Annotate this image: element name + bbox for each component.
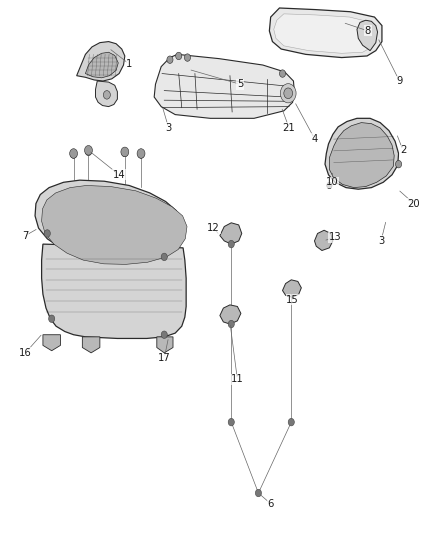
Text: 16: 16 [19, 348, 32, 358]
Circle shape [137, 149, 145, 158]
Polygon shape [42, 185, 187, 264]
Text: 5: 5 [237, 79, 243, 89]
Circle shape [228, 240, 234, 248]
Circle shape [228, 320, 234, 328]
Circle shape [284, 88, 293, 99]
Polygon shape [43, 335, 60, 351]
Circle shape [103, 91, 110, 99]
Circle shape [44, 230, 50, 237]
Circle shape [121, 147, 129, 157]
Polygon shape [82, 337, 100, 353]
Polygon shape [35, 180, 180, 259]
Polygon shape [77, 42, 125, 81]
Polygon shape [269, 8, 382, 58]
Circle shape [161, 331, 167, 338]
Text: 20: 20 [408, 199, 420, 208]
Polygon shape [154, 54, 294, 118]
Text: 13: 13 [329, 232, 341, 242]
Text: 11: 11 [231, 375, 244, 384]
Circle shape [85, 146, 92, 155]
Text: 3: 3 [166, 123, 172, 133]
Polygon shape [95, 81, 117, 107]
Polygon shape [220, 305, 241, 324]
Polygon shape [329, 123, 394, 188]
Polygon shape [283, 280, 301, 297]
Text: 21: 21 [283, 123, 296, 133]
Circle shape [70, 149, 78, 158]
Polygon shape [325, 118, 399, 189]
Text: 4: 4 [311, 134, 318, 143]
Text: 10: 10 [326, 177, 338, 187]
Text: 1: 1 [126, 59, 132, 69]
Circle shape [49, 315, 55, 322]
Text: 3: 3 [378, 236, 384, 246]
Circle shape [255, 489, 261, 497]
Text: 8: 8 [365, 26, 371, 36]
Circle shape [176, 52, 182, 60]
Circle shape [184, 54, 191, 61]
Polygon shape [85, 52, 118, 78]
Polygon shape [274, 14, 376, 53]
Circle shape [327, 182, 332, 189]
Circle shape [71, 151, 77, 158]
Text: 9: 9 [396, 76, 403, 86]
Circle shape [280, 84, 296, 103]
Polygon shape [157, 337, 173, 353]
Text: 7: 7 [22, 231, 28, 240]
Circle shape [122, 149, 128, 157]
Text: 15: 15 [286, 295, 299, 304]
Text: 2: 2 [400, 146, 406, 155]
Circle shape [138, 151, 144, 158]
Text: 6: 6 [268, 499, 274, 508]
Polygon shape [357, 20, 378, 51]
Polygon shape [220, 223, 242, 244]
Circle shape [279, 70, 286, 77]
Circle shape [396, 160, 402, 168]
Circle shape [167, 56, 173, 63]
Text: 14: 14 [113, 170, 125, 180]
Polygon shape [42, 244, 186, 338]
Circle shape [288, 418, 294, 426]
Polygon shape [314, 230, 333, 251]
Circle shape [85, 148, 92, 156]
Text: 12: 12 [207, 223, 220, 233]
Text: 17: 17 [158, 353, 171, 363]
Circle shape [161, 253, 167, 261]
Circle shape [228, 418, 234, 426]
